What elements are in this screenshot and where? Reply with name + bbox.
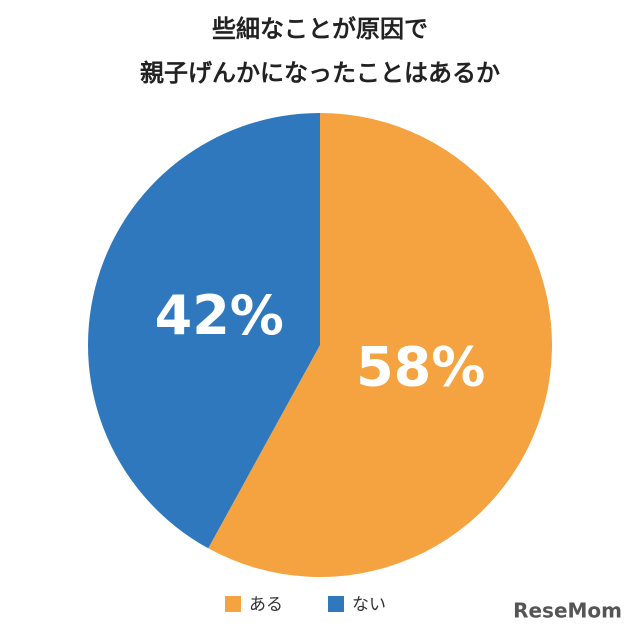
- pie-slice: [208, 113, 552, 577]
- chart-title: 些細なことが原因で: [212, 15, 428, 43]
- pie-slice: [87, 113, 320, 549]
- legend-swatch: [328, 596, 344, 612]
- legend-label: ある: [249, 595, 283, 615]
- data-label: 58%: [356, 336, 485, 399]
- chart-title: 親子げんかになったことはあるか: [140, 59, 500, 87]
- legend-swatch: [225, 596, 241, 612]
- legend-label: ない: [352, 595, 386, 615]
- watermark: ReseMom: [513, 599, 622, 623]
- data-label: 42%: [155, 284, 284, 347]
